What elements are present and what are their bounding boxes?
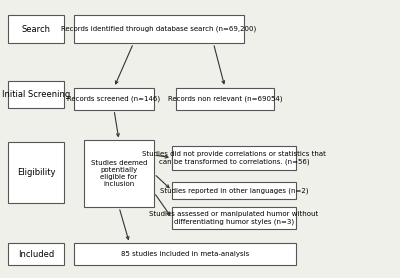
FancyBboxPatch shape xyxy=(74,15,244,43)
Text: Studies deemed
potentially
eligible for
inclusion: Studies deemed potentially eligible for … xyxy=(91,160,147,187)
Text: Initial Screening: Initial Screening xyxy=(2,90,70,99)
Text: Included: Included xyxy=(18,250,54,259)
Text: 85 studies included in meta-analysis: 85 studies included in meta-analysis xyxy=(121,251,249,257)
Text: Search: Search xyxy=(22,25,50,34)
Text: Records identified through database search (n=69,200): Records identified through database sear… xyxy=(61,26,257,33)
FancyBboxPatch shape xyxy=(74,243,296,265)
FancyBboxPatch shape xyxy=(8,81,64,108)
Text: Records screened (n=146): Records screened (n=146) xyxy=(68,95,160,102)
Text: Eligibility: Eligibility xyxy=(17,168,55,177)
FancyBboxPatch shape xyxy=(8,243,64,265)
FancyBboxPatch shape xyxy=(8,142,64,203)
FancyBboxPatch shape xyxy=(74,88,154,110)
Text: Records non relevant (n=69054): Records non relevant (n=69054) xyxy=(168,95,282,102)
Text: Studies assessed or manipulated humor without
differentiating humor styles (n=3): Studies assessed or manipulated humor wi… xyxy=(149,212,319,225)
FancyBboxPatch shape xyxy=(172,146,296,170)
FancyBboxPatch shape xyxy=(172,207,296,229)
Text: Studies reported in other languages (n=2): Studies reported in other languages (n=2… xyxy=(160,187,308,194)
FancyBboxPatch shape xyxy=(84,140,154,207)
FancyBboxPatch shape xyxy=(176,88,274,110)
FancyBboxPatch shape xyxy=(172,182,296,199)
FancyBboxPatch shape xyxy=(8,15,64,43)
Text: Studies did not provide correlations or statistics that
can be transformed to co: Studies did not provide correlations or … xyxy=(142,151,326,165)
